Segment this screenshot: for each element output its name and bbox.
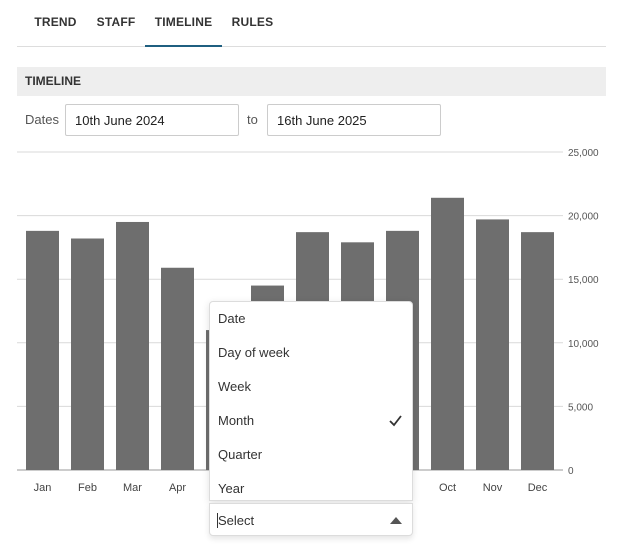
bar-mar[interactable] bbox=[116, 221, 149, 470]
tab-timeline[interactable]: TIMELINE bbox=[145, 0, 222, 47]
checkmark-icon bbox=[389, 415, 402, 427]
y-tick-label: 0 bbox=[568, 466, 574, 477]
date-from-input[interactable] bbox=[65, 104, 239, 136]
y-tick-label: 15,000 bbox=[568, 275, 599, 286]
section-title: TIMELINE bbox=[25, 74, 81, 88]
dropdown-option-month-label: Month bbox=[218, 413, 255, 428]
date-to-input[interactable] bbox=[267, 104, 441, 136]
dropdown-option-month[interactable]: Month bbox=[210, 404, 412, 438]
chart-y-axis: 25,000 20,000 15,000 10,000 5,000 0 bbox=[568, 148, 599, 477]
tab-trend[interactable]: TREND bbox=[34, 15, 77, 29]
x-tick-label: Oct bbox=[439, 482, 456, 494]
tab-staff[interactable]: STAFF bbox=[96, 15, 136, 29]
x-tick-label: Jan bbox=[34, 482, 52, 494]
date-separator: to bbox=[247, 112, 258, 127]
y-tick-label: 10,000 bbox=[568, 339, 599, 350]
dropdown-option-year[interactable]: Year bbox=[218, 481, 245, 496]
y-tick-label: 25,000 bbox=[568, 148, 599, 159]
x-tick-label: Apr bbox=[169, 482, 186, 494]
group-by-dropdown-menu: Date Day of week Week Month Quarter Year bbox=[209, 301, 413, 501]
y-tick-label: 20,000 bbox=[568, 212, 599, 223]
y-tick-label: 5,000 bbox=[568, 402, 593, 413]
group-by-select[interactable]: Select bbox=[209, 503, 413, 536]
bar-nov[interactable] bbox=[476, 219, 509, 470]
bar-jan[interactable] bbox=[26, 230, 59, 470]
tab-bar: TREND STAFF TIMELINE RULES bbox=[17, 0, 606, 47]
x-tick-label: Feb bbox=[78, 482, 97, 494]
x-tick-label: Dec bbox=[528, 482, 548, 494]
section-header: TIMELINE bbox=[17, 67, 606, 96]
dropdown-option-date[interactable]: Date bbox=[218, 311, 246, 326]
bar-apr[interactable] bbox=[161, 267, 194, 470]
dates-label: Dates bbox=[25, 112, 59, 127]
text-cursor bbox=[217, 513, 218, 528]
caret-up-icon[interactable] bbox=[390, 517, 402, 524]
x-tick-label: Nov bbox=[483, 482, 503, 494]
dropdown-option-day-of-week[interactable]: Day of week bbox=[218, 345, 290, 360]
chart-x-axis: Jan Feb Mar Apr Oct Nov Dec bbox=[34, 482, 548, 494]
tab-rules[interactable]: RULES bbox=[231, 15, 274, 29]
bar-feb[interactable] bbox=[71, 238, 104, 470]
select-placeholder: Select bbox=[218, 513, 255, 528]
x-tick-label: Mar bbox=[123, 482, 142, 494]
bar-oct[interactable] bbox=[431, 197, 464, 470]
dropdown-option-week[interactable]: Week bbox=[218, 379, 251, 394]
bar-dec[interactable] bbox=[521, 232, 554, 470]
dropdown-option-quarter[interactable]: Quarter bbox=[218, 447, 263, 462]
